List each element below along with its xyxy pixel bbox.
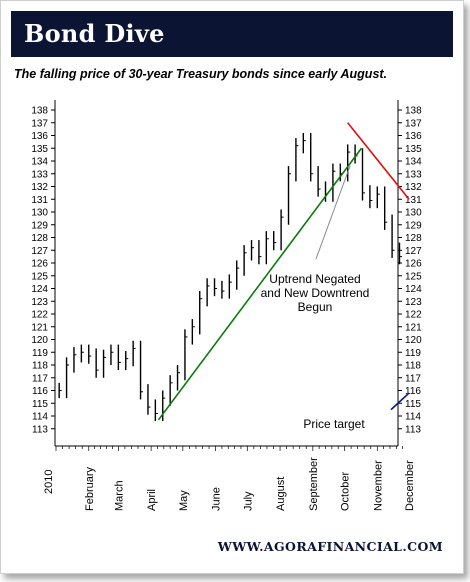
y-tick-label-left: 113: [32, 424, 48, 435]
y-tick-label-left: 119: [32, 348, 48, 359]
footer-url: WWW.AGORAFINANCIAL.COM: [217, 539, 443, 554]
y-tick-label-right: 129: [405, 220, 422, 231]
price-target-line: [390, 392, 410, 411]
x-month-label: April: [146, 489, 158, 511]
y-tick-label-right: 134: [405, 157, 422, 168]
y-tick-label-right: 120: [405, 335, 422, 346]
y-tick-label-left: 125: [31, 271, 48, 282]
y-tick-label-right: 116: [405, 386, 421, 397]
y-tick-label-right: 125: [405, 271, 422, 282]
x-month-label: March: [113, 480, 125, 511]
y-tick-label-left: 126: [31, 259, 48, 270]
y-tick-label-right: 117: [405, 373, 421, 384]
x-month-label: July: [242, 491, 254, 511]
annotation-uptrend-negated: Uptrend Negated: [269, 272, 360, 286]
y-tick-label-left: 124: [31, 284, 48, 295]
y-tick-label-left: 117: [32, 373, 48, 384]
x-month-label: February: [84, 466, 96, 511]
chart-card: Bond Dive The falling price of 30-year T…: [0, 0, 464, 574]
y-tick-label-left: 129: [31, 220, 48, 231]
y-tick-label-right: 115: [405, 399, 421, 410]
y-tick-label-left: 138: [31, 106, 48, 117]
annotation-pointer: [315, 165, 351, 260]
chart-subtitle: The falling price of 30-year Treasury bo…: [14, 67, 388, 81]
title-banner: Bond Dive: [11, 11, 453, 57]
y-tick-label-right: 128: [405, 233, 422, 244]
y-tick-label-left: 135: [31, 144, 48, 155]
x-month-label: October: [340, 472, 352, 511]
y-tick-label-left: 122: [31, 310, 48, 321]
y-tick-label-left: 136: [31, 131, 48, 142]
y-tick-label-left: 128: [31, 233, 48, 244]
y-tick-label-left: 115: [32, 399, 48, 410]
y-tick-label-left: 123: [31, 297, 48, 308]
y-tick-label-right: 121: [405, 322, 422, 333]
x-month-label: December: [404, 460, 416, 511]
y-tick-label-left: 116: [32, 386, 48, 397]
y-tick-label-right: 130: [405, 208, 422, 219]
y-tick-label-right: 124: [405, 284, 422, 295]
y-tick-label-left: 114: [32, 412, 48, 423]
y-tick-label-right: 113: [405, 424, 421, 435]
y-tick-label-left: 121: [31, 322, 48, 333]
y-tick-label-left: 118: [32, 361, 48, 372]
y-tick-label-left: 134: [31, 157, 48, 168]
y-tick-label-right: 137: [405, 118, 422, 129]
x-month-label: August: [275, 477, 287, 511]
x-month-label: May: [178, 490, 190, 511]
y-tick-label-right: 127: [405, 246, 422, 257]
y-tick-label-right: 118: [405, 361, 421, 372]
annotation-uptrend-negated: Begun: [298, 300, 333, 314]
chart-title: Bond Dive: [24, 19, 165, 48]
y-tick-label-right: 123: [405, 297, 422, 308]
y-tick-label-left: 120: [31, 335, 48, 346]
y-tick-label-right: 133: [405, 169, 422, 180]
y-tick-label-right: 126: [405, 259, 422, 270]
y-tick-label-left: 137: [31, 118, 48, 129]
x-month-label: September: [308, 457, 320, 511]
annotation-price-target: Price target: [303, 417, 365, 431]
y-tick-label-right: 119: [405, 348, 421, 359]
x-month-label: November: [372, 460, 384, 511]
y-tick-label-left: 133: [31, 169, 48, 180]
y-tick-label-right: 122: [405, 310, 422, 321]
y-tick-label-left: 132: [31, 182, 48, 193]
y-tick-label-right: 135: [405, 144, 422, 155]
y-tick-label-right: 138: [405, 106, 422, 117]
x-year-label: 2010: [43, 470, 55, 494]
y-tick-label-right: 136: [405, 131, 422, 142]
y-tick-label-left: 131: [31, 195, 48, 206]
annotation-uptrend-negated: and New Downtrend: [261, 286, 370, 300]
downtrend-line: [347, 122, 410, 200]
x-month-label: June: [211, 487, 223, 511]
y-tick-label-left: 127: [31, 246, 48, 257]
y-tick-label-right: 131: [405, 195, 422, 206]
y-tick-label-left: 130: [31, 208, 48, 219]
y-tick-label-right: 114: [405, 412, 421, 423]
y-tick-label-right: 132: [405, 182, 422, 193]
uptrend-line: [157, 147, 363, 421]
